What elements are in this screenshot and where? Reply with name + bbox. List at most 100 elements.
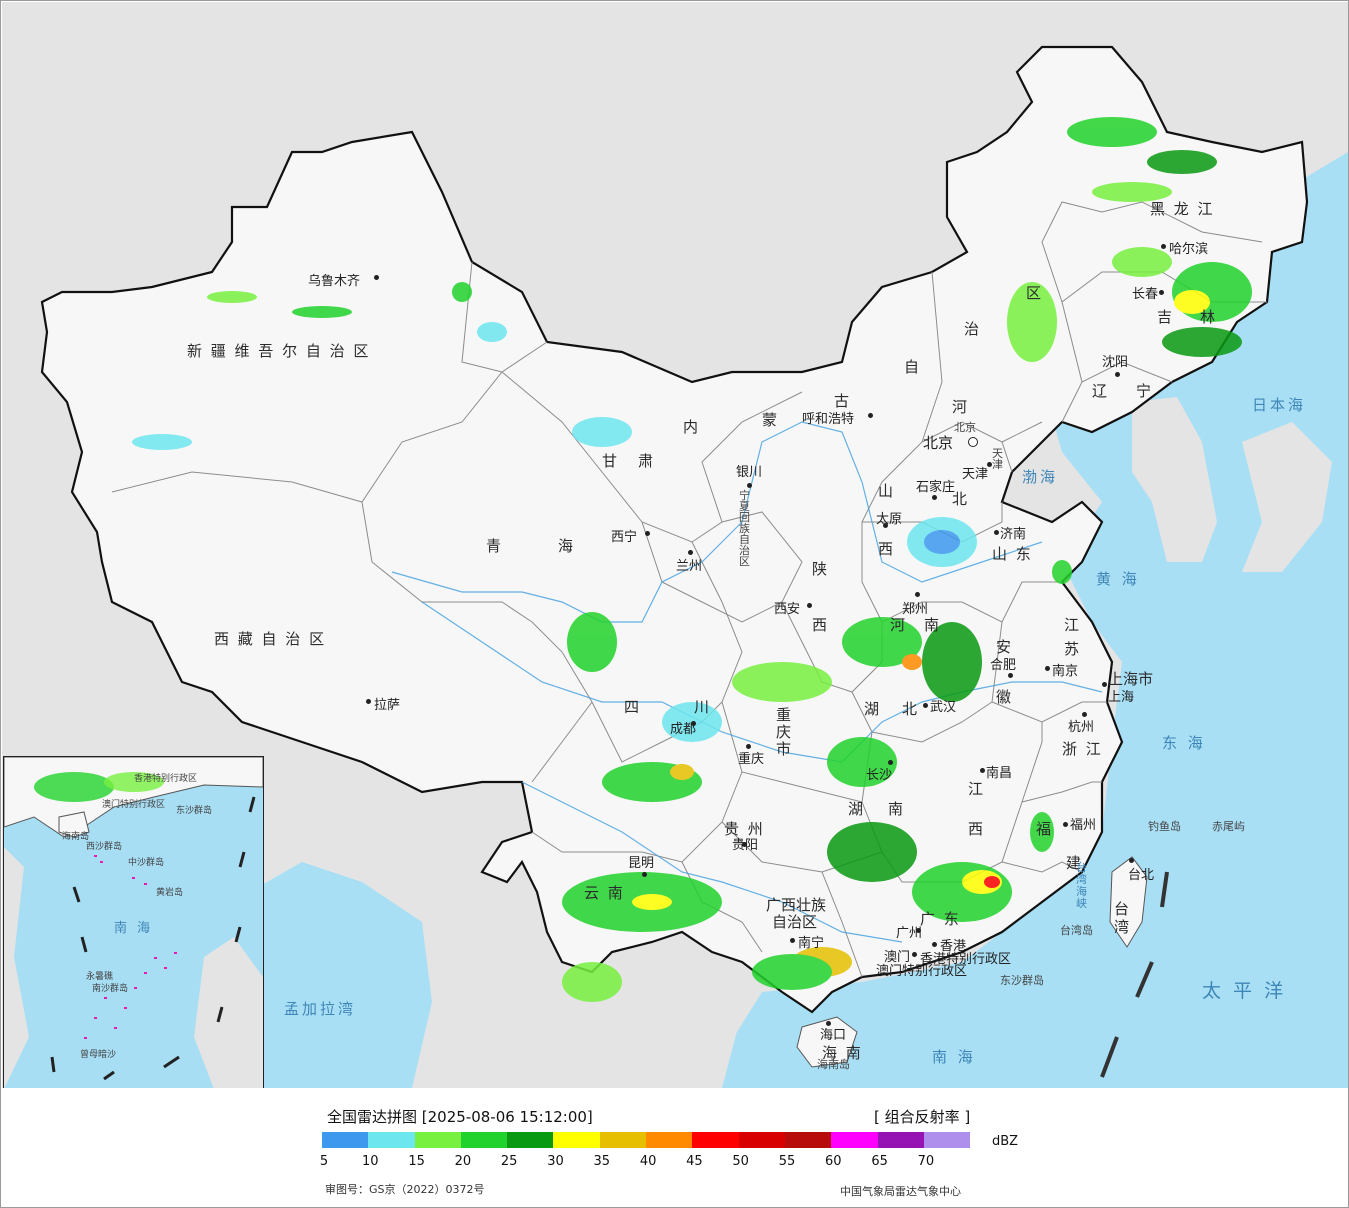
label-sichuan-b: 川 [694,698,712,716]
label-anhui-b: 徽 [996,688,1014,706]
city-dot [987,462,992,467]
legend-tick-label: 15 [408,1154,425,1169]
city-dot [888,760,893,765]
label-jiangxi-b: 西 [968,820,986,838]
city-dot [980,768,985,773]
inset-huangyan: 黄岩岛 [156,888,184,898]
label-neimenggu-6: 区 [1026,284,1044,302]
city-nanchang: 南昌 [986,766,1013,781]
island-hainan: 海南岛 [817,1058,850,1071]
label-hongkong-sar: 香港特别行政区 [920,952,1012,967]
legend-product: [ 组合反射率 ] [874,1108,971,1126]
city-dot [923,703,928,708]
label-neimenggu-2: 蒙 [762,411,780,429]
city-chongqing: 重庆 [738,752,765,767]
label-jilin-a: 吉 [1157,308,1175,326]
bay-of-bengal [232,862,432,1088]
label-tianjin-prov: 天津 [992,447,1003,471]
label-liaoning-b: 宁 [1136,382,1154,400]
label-henan-a: 河 [890,616,908,634]
legend-tick-label: 50 [732,1154,749,1169]
city-yinchuan: 银川 [736,465,763,480]
inset-xisha: 西沙群岛 [86,842,123,852]
city-dot [1115,372,1120,377]
legend-tick-label: 55 [778,1154,796,1169]
city-dot [642,872,647,877]
city-dot [1045,666,1050,671]
label-guangxi-a: 广西壮族 [766,896,827,914]
label-hubei-b: 北 [902,700,920,718]
legend-swatch [784,1132,832,1148]
ocean-pacific: 太 平 洋 [1202,980,1287,1002]
label-jilin-b: 林 [1200,308,1218,326]
sea-huanghai: 黄 海 [1096,570,1140,588]
legend-tick-label: 30 [547,1154,564,1169]
label-qinghai-b: 海 [558,537,576,555]
city-zhengzhou: 郑州 [902,602,929,617]
inset-macau: 澳门特别行政区 [102,800,166,810]
legend-swatch [553,1132,600,1148]
city-dot [691,721,696,726]
japan-islands [1242,422,1332,572]
city-dot [932,942,937,947]
label-neimenggu-3: 古 [834,392,852,410]
island-diaoyu: 钓鱼岛 [1148,820,1181,833]
radar-map: 新 疆 维 吾 尔 自 治 区 西 藏 自 治 区 青 海 甘 肃 内 蒙 古 … [2,2,1348,1088]
label-fujian-a: 福 [1036,820,1054,838]
label-shanxi-b: 西 [878,540,896,558]
legend-tick-label: 45 [686,1154,703,1169]
label-shanxi-a: 山 [878,482,896,500]
city-urumqi: 乌鲁木齐 [308,274,361,289]
legend-tick-label: 25 [500,1154,518,1169]
label-neimenggu-1: 内 [683,418,701,436]
label-anhui-a: 安 [996,638,1014,656]
city-dot [1082,712,1087,717]
label-hebei-a: 河 [952,398,970,416]
legend-swatch [322,1132,369,1148]
city-dot [826,1021,831,1026]
label-guangxi-b: 自治区 [772,913,818,931]
island-taiwan: 台湾岛 [1060,924,1093,937]
city-dot [807,603,812,608]
city-dot [746,744,751,749]
label-jiangsu-a: 江 [1064,616,1082,634]
inset-canvas [4,757,263,1088]
legend-unit: dBZ [992,1134,1019,1149]
city-hohhot: 呼和浩特 [802,412,855,427]
legend-swatch [599,1132,647,1148]
legend-swatch [414,1132,461,1148]
korea-peninsula [1132,397,1217,562]
sea-nanhai: 南 海 [932,1048,976,1066]
legend-swatch [646,1132,693,1148]
city-dot [790,938,795,943]
city-shijiazhuang: 石家庄 [916,480,956,495]
city-tianjin: 天津 [962,467,989,482]
label-qinghai-a: 青 [486,537,504,555]
sea-taiwan-strait: 台湾海峡 [1076,861,1087,910]
city-dot [915,592,920,597]
label-guangdong: 广 东 [920,910,961,928]
south-china-sea-inset: 南 海 西沙群岛 中沙群岛 南沙群岛 东沙群岛 黄岩岛 永暑礁 曾母暗沙 海南岛… [3,756,264,1088]
rivers [391,421,1103,943]
label-heilongjiang: 黑 龙 江 [1150,200,1215,218]
sea-donghai: 东 海 [1162,734,1206,752]
legend-ticks: 5 10 15 20 25 30 35 40 45 50 55 60 65 70 [320,1154,972,1172]
taiwan-island [1109,856,1148,948]
city-macau: 澳门 [884,950,911,965]
legend-panel: 全国雷达拼图 [2025-08-06 15:12:00] [ 组合反射率 ] 5… [2,1090,1348,1207]
city-haikou: 海口 [820,1028,847,1043]
city-dot [688,550,693,555]
inset-zengmu: 曾母暗沙 [80,1050,117,1060]
label-shandong: 山 东 [992,545,1033,563]
city-xining: 西宁 [611,530,638,545]
label-taiwan: 台湾 [1114,900,1132,936]
legend-tick-label: 70 [917,1154,935,1169]
city-kunming: 昆明 [628,856,655,871]
city-dot [1008,673,1013,678]
city-wuhan: 武汉 [930,700,957,715]
label-yunnan: 云 南 [584,884,625,902]
legend-tick-label: 65 [871,1154,888,1169]
label-shanghai: 上海市 [1108,670,1154,688]
inset-sea-nanhai: 南 海 [114,921,154,936]
